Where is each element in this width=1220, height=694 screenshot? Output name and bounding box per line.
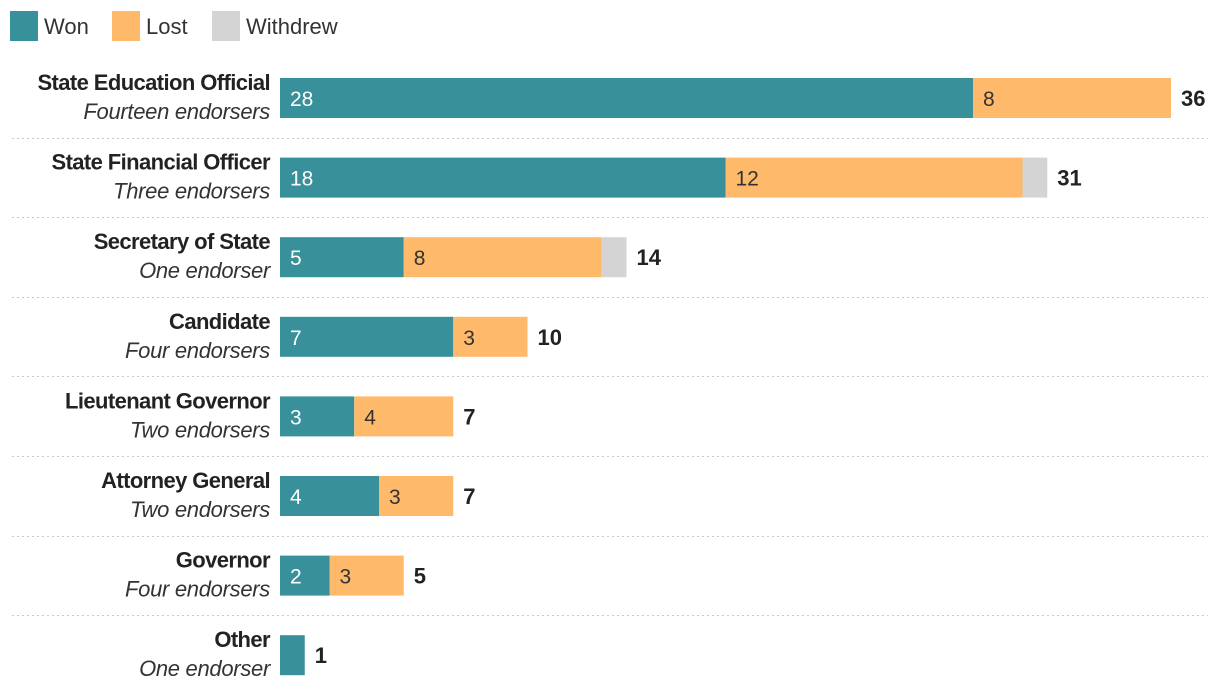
category-label: Governor <box>176 548 271 573</box>
total-value: 1 <box>315 643 327 668</box>
bar-segment-won <box>280 157 726 198</box>
legend-label-won: Won <box>44 14 89 39</box>
segment-value-won: 5 <box>290 247 302 270</box>
category-subtitle: Fourteen endorsers <box>83 99 270 124</box>
category-subtitle: Three endorsers <box>113 179 270 204</box>
row-secretary-of-state: Secretary of State One endorser 5 8 14 <box>12 229 1208 298</box>
category-subtitle: One endorser <box>139 656 272 681</box>
bar-segment-won <box>280 237 404 278</box>
bar-segment-won <box>280 78 973 118</box>
category-label: Attorney General <box>101 468 270 493</box>
bar-segment-lost <box>379 476 454 516</box>
category-label: State Financial Officer <box>52 150 272 175</box>
row-governor: Governor Four endorsers 2 3 5 <box>12 548 1208 616</box>
bar-segment-won <box>280 635 305 676</box>
category-label: Candidate <box>169 309 270 334</box>
bar-segment-won <box>280 316 454 357</box>
segment-value-won: 3 <box>290 406 302 429</box>
category-label: State Education Official <box>37 70 270 95</box>
segment-value-lost: 4 <box>364 406 376 429</box>
segment-value-lost: 3 <box>340 566 352 589</box>
row-state-education-official: State Education Official Fourteen endorse… <box>12 70 1208 139</box>
segment-value-lost: 8 <box>414 247 426 270</box>
category-subtitle: Two endorsers <box>130 417 270 442</box>
bar-segment-lost <box>403 237 602 278</box>
row-attorney-general: Attorney General Two endorsers 4 3 7 <box>12 468 1208 537</box>
legend-swatch-won <box>10 11 38 41</box>
row-lieutenant-governor: Lieutenant Governor Two endorsers 3 4 7 <box>12 388 1208 457</box>
category-subtitle: One endorser <box>139 258 272 283</box>
category-subtitle: Two endorsers <box>130 497 270 522</box>
legend-swatch-lost <box>112 11 140 41</box>
total-value: 7 <box>463 484 475 509</box>
category-subtitle: Four endorsers <box>125 338 270 363</box>
bar-segment-lost <box>725 157 1023 198</box>
bar-segment-lost <box>329 555 404 596</box>
segment-value-lost: 3 <box>389 486 401 509</box>
bar-segment-won <box>280 396 355 437</box>
category-label: Secretary of State <box>94 229 271 254</box>
category-label: Lieutenant Governor <box>65 388 271 413</box>
legend-label-lost: Lost <box>146 14 188 39</box>
bar-segment-lost <box>354 396 454 437</box>
segment-value-lost: 8 <box>983 88 995 111</box>
total-value: 14 <box>637 245 662 270</box>
total-value: 10 <box>538 325 562 350</box>
segment-value-won: 18 <box>290 168 313 191</box>
bar-segment-withdrew <box>601 237 627 278</box>
row-candidate: Candidate Four endorsers 7 3 10 <box>12 309 1208 377</box>
segment-value-won: 28 <box>290 88 313 111</box>
legend-swatch-withdrew <box>212 11 240 41</box>
total-value: 7 <box>463 404 475 429</box>
segment-value-lost: 3 <box>463 327 475 350</box>
bar-segment-won <box>280 476 379 516</box>
bar-segment-won <box>280 555 330 596</box>
bar-segment-lost <box>453 316 528 357</box>
bar-segment-withdrew <box>1022 157 1048 198</box>
category-subtitle: Four endorsers <box>125 577 270 602</box>
category-label: Other <box>214 627 271 652</box>
segment-value-lost: 12 <box>736 168 759 191</box>
chart-rows: State Education Official Fourteen endorse… <box>12 70 1208 681</box>
total-value: 5 <box>414 564 426 589</box>
legend: Won Lost Withdrew <box>10 11 338 41</box>
segment-value-won: 2 <box>290 566 302 589</box>
total-value: 31 <box>1057 166 1081 191</box>
legend-label-withdrew: Withdrew <box>246 14 338 39</box>
total-value: 36 <box>1181 86 1205 111</box>
segment-value-won: 4 <box>290 486 302 509</box>
row-state-financial-officer: State Financial Officer Three endorsers 18… <box>12 150 1208 218</box>
row-other: Other One endorser 1 <box>139 627 327 681</box>
segment-value-won: 7 <box>290 327 302 350</box>
bar-segment-lost <box>973 78 1171 118</box>
